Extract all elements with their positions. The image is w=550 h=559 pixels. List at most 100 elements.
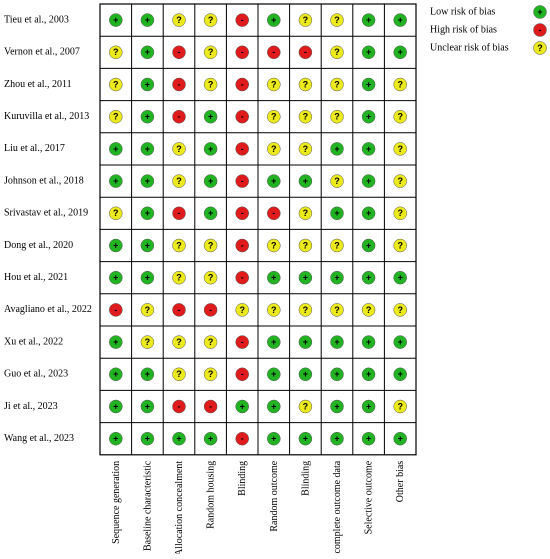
judgement-dot	[361, 270, 376, 285]
judgement-symbol: ?	[397, 176, 403, 186]
judgement-symbol: +	[366, 208, 371, 218]
judgement-dot	[203, 45, 218, 60]
judgement-dot	[361, 77, 376, 92]
judgement-dot	[172, 431, 186, 446]
judgement-symbol: +	[303, 434, 308, 444]
judgement-symbol: -	[241, 47, 244, 57]
judgement-dot	[330, 431, 344, 446]
judgement-dot	[172, 399, 186, 414]
judgement-dot	[235, 206, 249, 221]
judgement-dot	[140, 399, 155, 414]
judgement-symbol: ?	[366, 305, 372, 315]
judgement-dot	[140, 367, 155, 382]
judgement-dot	[393, 303, 407, 317]
judgement-dot	[330, 206, 344, 221]
column-label: Sequence generation	[111, 461, 122, 544]
judgement-symbol: +	[334, 401, 339, 411]
judgement-symbol: +	[398, 434, 403, 444]
judgement-dot	[361, 238, 376, 253]
judgement-symbol: +	[271, 434, 276, 444]
study-label: Zhou et al., 2011	[4, 79, 72, 90]
judgement-symbol: ?	[334, 176, 340, 186]
judgement-dot	[330, 77, 344, 92]
judgement-dot	[140, 45, 155, 60]
judgement-dot	[235, 270, 249, 285]
judgement-symbol: +	[366, 369, 371, 379]
judgement-symbol: ?	[303, 79, 309, 89]
judgement-symbol: ?	[397, 208, 403, 218]
judgement-symbol: ?	[397, 112, 403, 122]
judgement-symbol: +	[366, 144, 371, 154]
judgement-dot	[203, 431, 218, 446]
judgement-dot	[235, 431, 249, 446]
judgement-dot	[361, 174, 376, 188]
study-label: Xu et al., 2022	[4, 336, 63, 347]
judgement-dot	[235, 13, 249, 27]
judgement-dot	[235, 367, 249, 382]
judgement-symbol: +	[208, 112, 213, 122]
judgement-dot	[267, 77, 281, 92]
judgement-dot	[393, 142, 407, 156]
judgement-dot	[298, 367, 313, 382]
judgement-symbol: ?	[208, 337, 214, 347]
legend-symbol: -	[539, 25, 542, 35]
judgement-dot	[140, 174, 155, 188]
judgement-symbol: -	[209, 305, 212, 315]
judgement-symbol: +	[366, 15, 371, 25]
judgement-symbol: ?	[208, 15, 214, 25]
judgement-symbol: -	[241, 112, 244, 122]
judgement-symbol: +	[113, 15, 118, 25]
judgement-dot	[330, 142, 344, 156]
judgement-symbol: ?	[271, 112, 277, 122]
judgement-symbol: -	[178, 112, 181, 122]
judgement-symbol: -	[304, 47, 307, 57]
judgement-symbol: +	[145, 208, 150, 218]
legend-label: Unclear risk of bias	[430, 42, 509, 53]
judgement-dot	[298, 77, 313, 92]
judgement-dot	[298, 45, 313, 60]
study-label: Kuruvilla et al., 2013	[4, 111, 89, 122]
judgement-dot	[361, 431, 376, 446]
legend-dot	[533, 41, 547, 55]
judgement-symbol: +	[334, 434, 339, 444]
judgement-dot	[140, 109, 155, 124]
study-label: Wang et al., 2023	[4, 433, 74, 444]
judgement-dot	[298, 238, 313, 253]
judgement-dot	[361, 13, 376, 27]
judgement-symbol: +	[208, 434, 213, 444]
judgement-dot	[330, 367, 344, 382]
study-label: Ji et al., 2023	[4, 401, 58, 412]
judgement-symbol: -	[178, 79, 181, 89]
judgement-symbol: -	[272, 47, 275, 57]
judgement-symbol: +	[145, 144, 150, 154]
judgement-dot	[267, 109, 281, 124]
judgement-symbol: ?	[397, 305, 403, 315]
judgement-symbol: ?	[334, 240, 340, 250]
judgement-dot	[298, 206, 313, 221]
judgement-symbol: -	[114, 305, 117, 315]
judgement-symbol: +	[398, 273, 403, 283]
judgement-symbol: +	[398, 47, 403, 57]
judgement-dot	[298, 431, 313, 446]
judgement-dot	[203, 77, 218, 92]
judgement-symbol: +	[113, 144, 118, 154]
judgement-dot	[330, 13, 344, 27]
judgement-symbol: +	[334, 369, 339, 379]
judgement-symbol: +	[303, 273, 308, 283]
judgement-dot	[267, 238, 281, 253]
judgement-symbol: ?	[271, 79, 277, 89]
judgement-symbol: ?	[334, 112, 340, 122]
judgement-symbol: +	[271, 401, 276, 411]
legend-dot	[533, 5, 547, 19]
judgement-dot	[393, 399, 407, 414]
judgement-symbol: -	[241, 208, 244, 218]
judgement-symbol: -	[272, 208, 275, 218]
judgement-dot	[361, 206, 376, 221]
judgement-dot	[330, 238, 344, 253]
judgement-dot	[330, 174, 344, 188]
judgement-dot	[203, 238, 218, 253]
judgement-dot	[109, 45, 123, 60]
judgement-symbol: ?	[334, 15, 340, 25]
judgement-dot	[267, 399, 281, 414]
